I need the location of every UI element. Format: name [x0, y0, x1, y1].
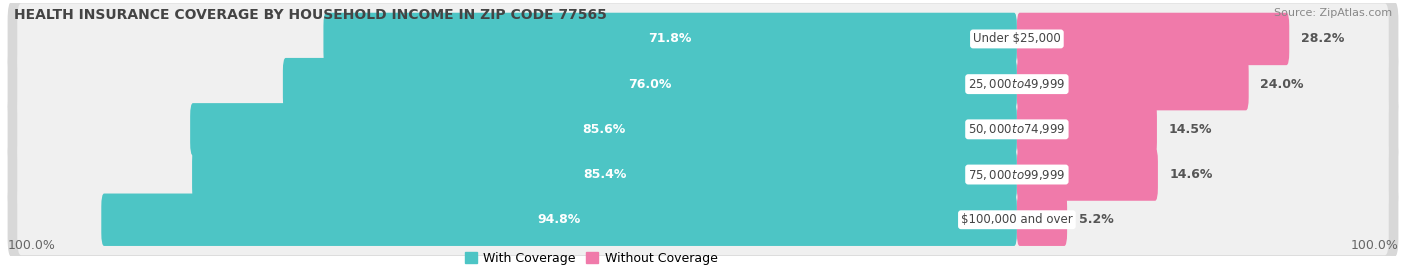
Text: 24.0%: 24.0%: [1260, 78, 1303, 91]
Text: 28.2%: 28.2%: [1301, 33, 1344, 45]
FancyBboxPatch shape: [1017, 13, 1289, 65]
FancyBboxPatch shape: [7, 2, 1399, 76]
Text: $75,000 to $99,999: $75,000 to $99,999: [969, 168, 1066, 182]
FancyBboxPatch shape: [17, 94, 1389, 165]
FancyBboxPatch shape: [101, 193, 1017, 246]
FancyBboxPatch shape: [1017, 148, 1159, 201]
Text: 94.8%: 94.8%: [537, 213, 581, 226]
FancyBboxPatch shape: [7, 137, 1399, 212]
Legend: With Coverage, Without Coverage: With Coverage, Without Coverage: [460, 247, 723, 269]
Text: 14.6%: 14.6%: [1170, 168, 1213, 181]
Text: 71.8%: 71.8%: [648, 33, 692, 45]
Text: 85.6%: 85.6%: [582, 123, 626, 136]
Text: $25,000 to $49,999: $25,000 to $49,999: [969, 77, 1066, 91]
FancyBboxPatch shape: [193, 148, 1017, 201]
Text: HEALTH INSURANCE COVERAGE BY HOUSEHOLD INCOME IN ZIP CODE 77565: HEALTH INSURANCE COVERAGE BY HOUSEHOLD I…: [14, 8, 607, 22]
Text: 14.5%: 14.5%: [1168, 123, 1212, 136]
FancyBboxPatch shape: [7, 183, 1399, 257]
FancyBboxPatch shape: [7, 92, 1399, 167]
Text: 100.0%: 100.0%: [1351, 239, 1399, 252]
Text: Source: ZipAtlas.com: Source: ZipAtlas.com: [1274, 8, 1392, 18]
Text: $100,000 and over: $100,000 and over: [962, 213, 1073, 226]
FancyBboxPatch shape: [7, 47, 1399, 121]
Text: 100.0%: 100.0%: [7, 239, 55, 252]
Text: Under $25,000: Under $25,000: [973, 33, 1060, 45]
FancyBboxPatch shape: [17, 49, 1389, 120]
FancyBboxPatch shape: [17, 3, 1389, 75]
FancyBboxPatch shape: [1017, 103, 1157, 155]
FancyBboxPatch shape: [190, 103, 1017, 155]
FancyBboxPatch shape: [17, 184, 1389, 255]
Text: $50,000 to $74,999: $50,000 to $74,999: [969, 122, 1066, 136]
FancyBboxPatch shape: [1017, 193, 1067, 246]
FancyBboxPatch shape: [1017, 58, 1249, 110]
FancyBboxPatch shape: [283, 58, 1017, 110]
FancyBboxPatch shape: [17, 139, 1389, 210]
Text: 85.4%: 85.4%: [583, 168, 626, 181]
FancyBboxPatch shape: [323, 13, 1017, 65]
Text: 76.0%: 76.0%: [628, 78, 672, 91]
Text: 5.2%: 5.2%: [1078, 213, 1114, 226]
